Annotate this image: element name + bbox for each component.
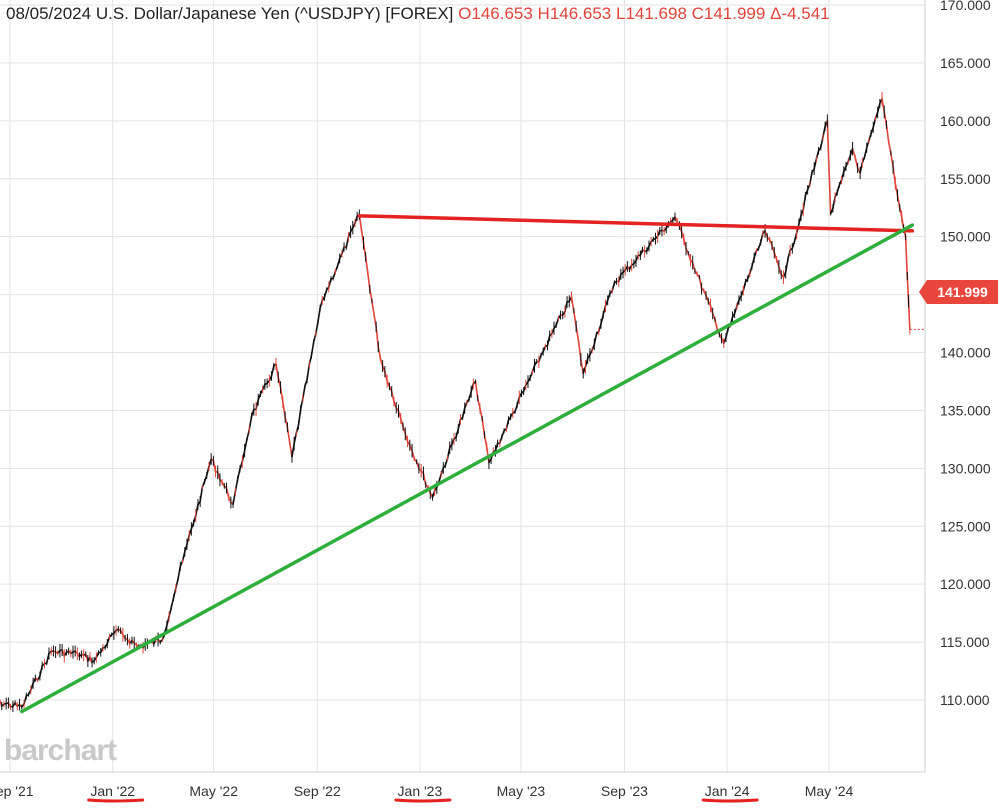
barchart-watermark: barchart xyxy=(4,734,116,768)
x-tick-label: May '23 xyxy=(497,783,546,799)
y-tick-label: 115.000 xyxy=(940,634,990,650)
last-price-tag: 141.999 xyxy=(927,280,998,304)
y-tick-label: 150.000 xyxy=(940,229,991,245)
tick-underline-annotation xyxy=(89,800,143,801)
y-tick-label: 120.000 xyxy=(940,576,991,592)
x-tick-label: May '22 xyxy=(189,783,238,799)
x-tick-label: Sep '21 xyxy=(0,783,34,799)
y-tick-label: 160.000 xyxy=(940,113,991,129)
header-ohlc: O146.653 H146.653 L141.698 C141.999 Δ-4.… xyxy=(458,4,830,23)
header-date: 08/05/2024 xyxy=(6,4,91,23)
y-tick-label: 135.000 xyxy=(940,402,991,418)
y-tick-label: 110.000 xyxy=(940,692,990,708)
x-tick-label: Sep '22 xyxy=(294,783,341,799)
x-tick-label: Jan '24 xyxy=(705,783,750,799)
x-tick-label: Sep '23 xyxy=(601,783,648,799)
x-tick-label: Jan '22 xyxy=(90,783,135,799)
header-instrument: U.S. Dollar/Japanese Yen (^USDJPY) [FORE… xyxy=(96,4,454,23)
x-tick-label: May '24 xyxy=(805,783,854,799)
y-tick-label: 155.000 xyxy=(940,171,991,187)
y-tick-label: 165.000 xyxy=(940,55,991,71)
y-tick-label: 140.000 xyxy=(940,345,991,361)
tick-underline-annotation xyxy=(396,800,450,801)
x-tick-label: Jan '23 xyxy=(398,783,443,799)
y-tick-label: 170.000 xyxy=(940,0,991,13)
chart-header: 08/05/2024 U.S. Dollar/Japanese Yen (^US… xyxy=(6,4,830,24)
y-tick-label: 130.000 xyxy=(940,460,991,476)
y-tick-label: 125.000 xyxy=(940,518,991,534)
tick-underline-annotation xyxy=(703,800,757,801)
